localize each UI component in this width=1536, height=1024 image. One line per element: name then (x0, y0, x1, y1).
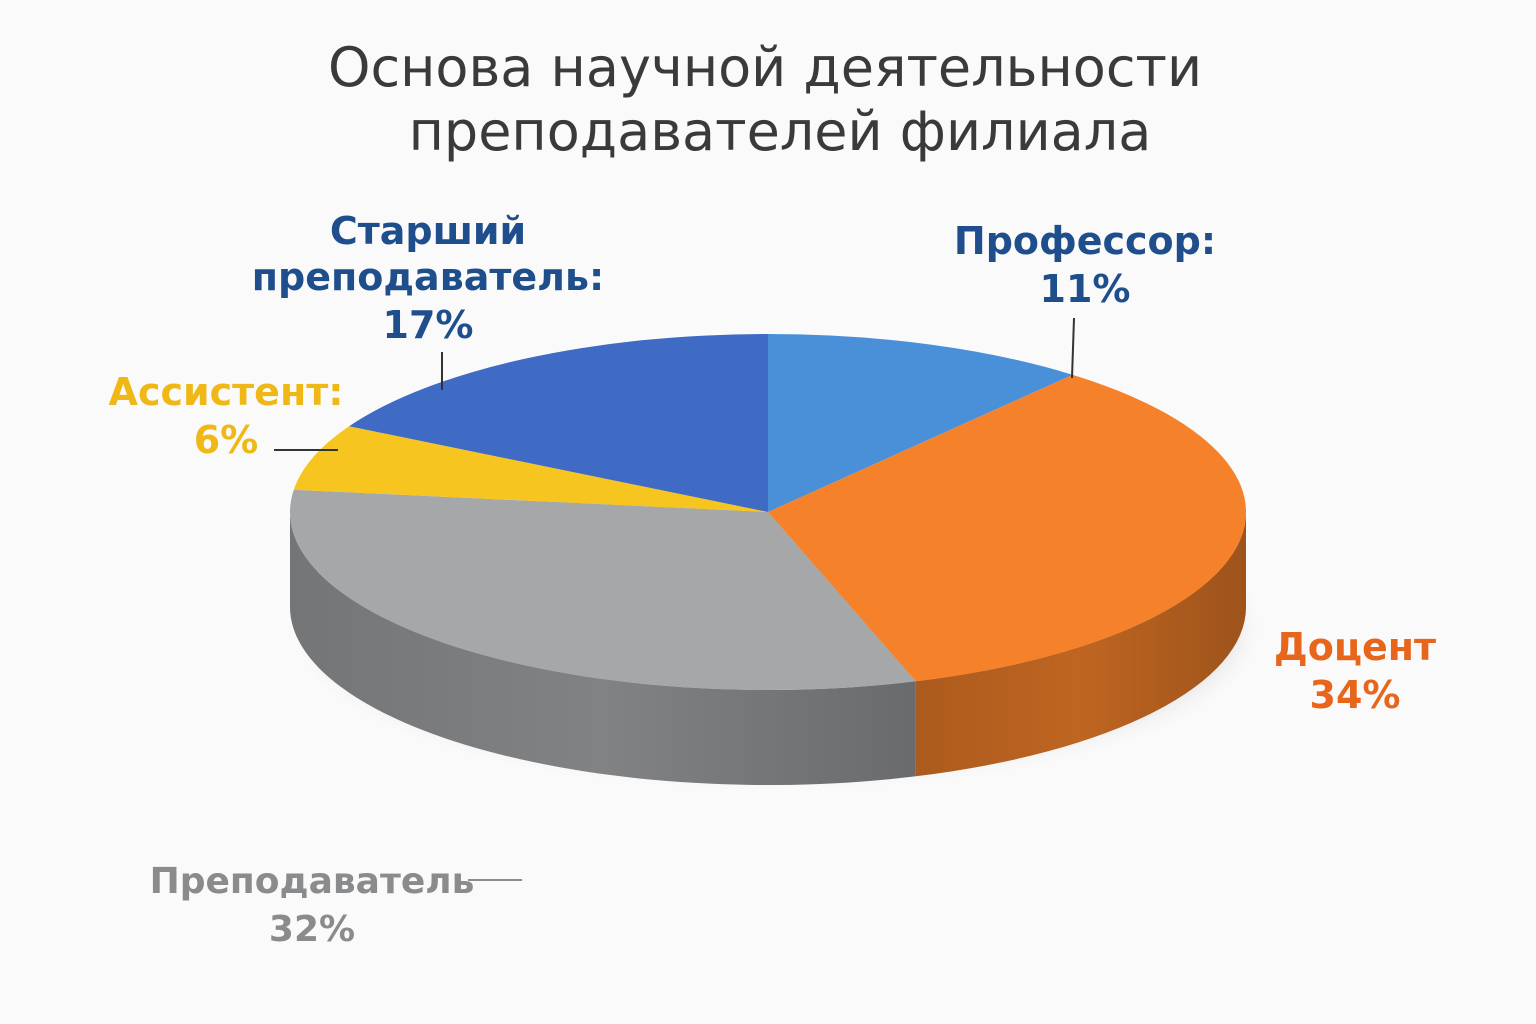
slice-value-label-3: 6% (194, 418, 259, 462)
slice-label-2-line-0: Преподаватель (150, 861, 475, 902)
slice-label-4-line-1: преподаватель: (252, 255, 604, 299)
slice-label-0-line-0: Профессор: (954, 219, 1216, 263)
slice-value-label-4: 17% (383, 303, 474, 347)
slice-value-label-2: 32% (269, 909, 355, 950)
leader-line-0 (1071, 317, 1075, 379)
pie-slice-1 (768, 374, 1247, 682)
chart-title-line-2: преподавателей филиала (409, 100, 1152, 163)
slice-label-1-line-0: Доцент (1274, 625, 1436, 669)
slice-label-4-line-0: Старший (330, 209, 526, 253)
pie-slice-2 (289, 489, 916, 690)
slice-value-label-0: 11% (1040, 267, 1131, 311)
chart-title-line-1: Основа научной деятельности (328, 36, 1202, 99)
slice-value-label-1: 34% (1310, 673, 1401, 717)
pie-group (289, 334, 1247, 786)
pie-slice-0 (768, 334, 1073, 512)
pie-side-shade (290, 512, 916, 786)
pie-slice-3 (293, 426, 768, 512)
slice-label-3-line-0: Ассистент: (109, 370, 344, 414)
pie-side-shade (915, 512, 1246, 777)
pie-slice-4 (349, 334, 768, 512)
